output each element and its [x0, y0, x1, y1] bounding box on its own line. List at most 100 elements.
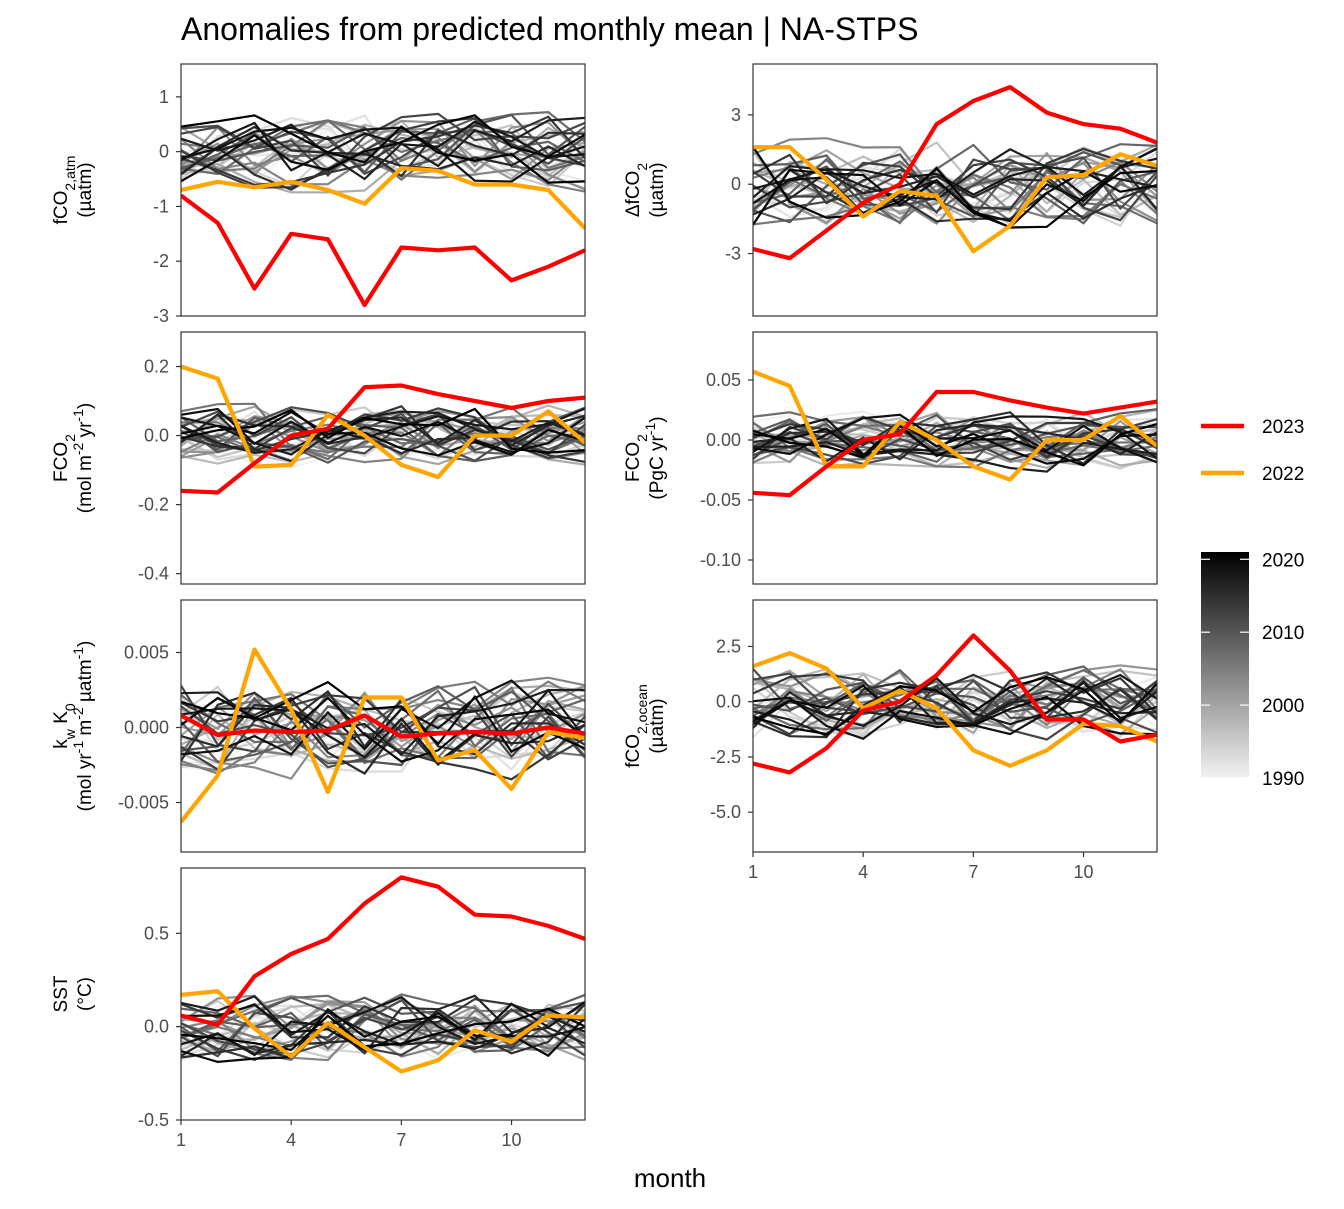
y-axis-title-line: kw K0	[51, 703, 78, 749]
y-tick-label: -2.5	[710, 747, 741, 767]
y-tick-label: 0.5	[144, 923, 169, 943]
panel-3: 0.2 0.0 -0.2 -0.4 FCO2(mol m-2 yr-1)	[51, 331, 586, 585]
y-tick-label: -0.4	[138, 564, 169, 584]
y-tick-label: 0	[731, 174, 741, 194]
legend-label-2023: 2023	[1262, 417, 1304, 438]
legend: 2023 2022 2020 2010 2000 1990	[1201, 417, 1304, 790]
series-line-2020	[181, 410, 585, 457]
y-axis-title-line: (°C)	[75, 977, 96, 1011]
y-axis-title-line: (PgC yr-1)	[642, 416, 668, 499]
series-line-2023	[753, 633, 1157, 775]
y-tick-label: 3	[731, 105, 741, 125]
y-axis-title: fCO2,atm(µatm)	[51, 156, 96, 225]
x-axis-label: month	[634, 1163, 706, 1193]
series-line-2023	[181, 875, 585, 1027]
series-line-2018	[181, 120, 585, 172]
y-axis-title-line: ΔfCO2	[623, 163, 650, 217]
y-axis-title-line: (µatm)	[75, 162, 96, 217]
series-line-2023	[753, 84, 1157, 261]
y-tick-label: 1	[159, 87, 169, 107]
x-tick-label: 7	[396, 1130, 406, 1150]
x-tick-label: 10	[1074, 862, 1094, 882]
colorbar-label-2000: 2000	[1262, 696, 1304, 717]
series-line-2013	[181, 1009, 585, 1061]
y-tick-label: -0.2	[138, 495, 169, 515]
series-line-2020	[181, 114, 585, 183]
y-tick-label: -0.10	[700, 550, 741, 570]
series-line-2020	[753, 421, 1157, 465]
series-group	[753, 369, 1157, 498]
series-line-2023	[181, 193, 585, 308]
y-tick-label: -0.5	[138, 1110, 169, 1130]
series-line-2019	[181, 1000, 585, 1052]
chart-title: Anomalies from predicted monthly mean | …	[181, 11, 918, 47]
series-group	[753, 84, 1157, 261]
series-group	[181, 364, 585, 495]
y-axis-title: ΔfCO2(µatm)	[623, 162, 668, 217]
series-line-2019	[181, 126, 585, 183]
colorbar-label-1990: 1990	[1262, 769, 1304, 790]
y-axis-title-line: FCO2	[623, 434, 650, 482]
series-line-2018	[753, 415, 1157, 460]
series-line-1993	[181, 716, 585, 773]
panel-7: 0.5 0.0 -0.5 1 4 7 10 SST (°C)	[51, 867, 586, 1150]
series-line-2013	[181, 694, 585, 771]
panel-border	[180, 599, 586, 853]
panel-5: 0.005 0.000 -0.005 kw K0(mol yr-1 m-2 µatm-…	[51, 599, 586, 853]
y-axis-title-line: SST	[51, 975, 72, 1012]
y-tick-label: -0.005	[118, 793, 169, 813]
legend-label-2022: 2022	[1262, 464, 1304, 485]
series-line-2021	[181, 407, 585, 454]
colorbar-label-2010: 2010	[1262, 623, 1304, 644]
colorbar	[1201, 552, 1249, 778]
panel-6: 2.5 0.0 -2.5 -5.0 1 4 7 10 fCO2,ocean(µatm)	[623, 599, 1158, 882]
series-group	[181, 110, 585, 308]
panels: 10-1-2-3fCO2,atm(µatm)30-3ΔfCO2(µatm)0.2…	[51, 63, 1158, 1150]
series-line-2010	[753, 151, 1157, 224]
y-tick-label: 0.2	[144, 357, 169, 377]
y-tick-label: -3	[725, 244, 741, 264]
panel-border	[752, 599, 1158, 853]
x-tick-label: 7	[968, 862, 978, 882]
panel-border	[752, 331, 1158, 585]
colorbar-label-2020: 2020	[1262, 550, 1304, 571]
series-line-2004	[181, 138, 585, 186]
y-tick-label: 0.000	[124, 718, 169, 738]
series-line-2007	[753, 669, 1157, 731]
series-line-2014	[753, 422, 1157, 459]
series-line-2008	[753, 143, 1157, 225]
y-axis-title-line: (µatm)	[647, 162, 668, 217]
x-tick-label: 4	[286, 1130, 296, 1150]
series-line-2012	[753, 672, 1157, 741]
panel-2: 3 0 -3 ΔfCO2(µatm)	[623, 63, 1158, 317]
series-line-2021	[753, 675, 1157, 736]
y-tick-label: 0	[159, 142, 169, 162]
y-axis-title: kw K0(mol yr-1 m-2 µatm-1)	[51, 641, 96, 812]
series-line-2022	[753, 145, 1157, 254]
series-line-2015	[181, 689, 585, 762]
y-tick-label: 0.0	[144, 426, 169, 446]
y-tick-label: 0.0	[716, 692, 741, 712]
panel-1: 1 0 -1 -2 -3 fCO2,atm(µatm)	[51, 63, 586, 326]
y-tick-label: 2.5	[716, 636, 741, 656]
series-line-2015	[181, 1003, 585, 1060]
series-line-2006	[181, 402, 585, 454]
y-axis-title-line: (µatm)	[647, 698, 668, 753]
y-axis-title-line: FCO2	[51, 434, 78, 482]
panel-border	[180, 331, 586, 585]
series-line-2014	[753, 671, 1157, 725]
series-group	[181, 875, 585, 1074]
series-line-2023	[181, 383, 585, 495]
x-tick-label: 1	[748, 862, 758, 882]
series-line-2015	[753, 411, 1157, 465]
series-line-2012	[181, 685, 585, 759]
series-line-2017	[181, 116, 585, 181]
y-tick-label: -1	[153, 196, 169, 216]
series-line-2021	[753, 146, 1157, 229]
series-line-2016	[181, 413, 585, 463]
series-line-2019	[753, 680, 1157, 741]
series-line-2011	[181, 685, 585, 769]
y-axis-title-line: (mol yr-1 m-2 µatm-1)	[70, 641, 96, 812]
